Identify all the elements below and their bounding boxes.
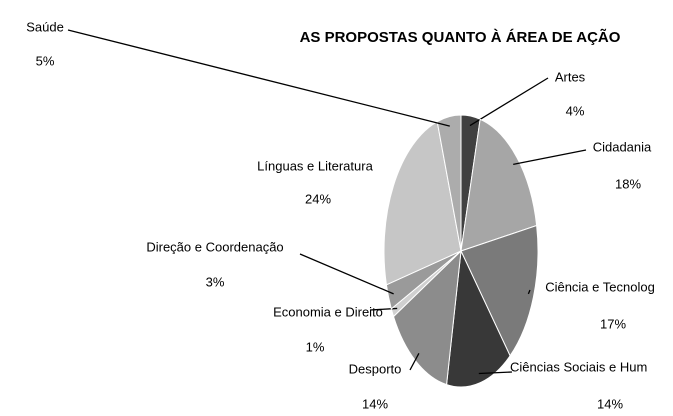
leader-line: [478, 371, 513, 375]
slice-value-label: 24%: [305, 191, 331, 206]
slice-label: Saúde: [26, 19, 64, 34]
pie-slice: [460, 224, 539, 357]
slice-value-label: 17%: [600, 316, 626, 331]
slice-label: Línguas e Literatura: [257, 158, 373, 173]
slice-value-label: 18%: [615, 176, 641, 191]
slice-label: Artes: [555, 69, 586, 84]
slice-label: Economia e Direito: [273, 304, 383, 319]
leader-line: [67, 29, 450, 127]
leader-line: [469, 77, 549, 127]
slice-label: Cidadania: [593, 139, 652, 154]
pie-slice: [392, 249, 462, 386]
slice-value-label: 3%: [206, 274, 225, 289]
leader-line: [299, 253, 394, 295]
leader-line: [527, 289, 531, 295]
pie-slice: [436, 114, 462, 252]
slice-value-label: 14%: [597, 396, 623, 411]
slice-value-label: 4%: [566, 103, 585, 118]
leader-line: [409, 353, 420, 371]
slice-label: Direção e Coordenação: [146, 239, 283, 254]
leader-line: [513, 149, 587, 166]
slice-value-label: 1%: [306, 339, 325, 354]
pie-slice: [383, 120, 462, 286]
slice-value-label: 5%: [36, 53, 55, 68]
leader-line: [369, 307, 398, 311]
pie-slice: [446, 249, 511, 388]
chart-title: AS PROPOSTAS QUANTO À ÁREA DE AÇÃO: [300, 28, 621, 46]
slice-label: Ciência e Tecnolog: [545, 279, 655, 294]
pie-slice: [460, 118, 538, 252]
slice-label: Ciências Sociais e Hum: [510, 359, 647, 374]
slice-label: Desporto: [349, 361, 402, 376]
slice-value-label: 14%: [362, 396, 388, 411]
